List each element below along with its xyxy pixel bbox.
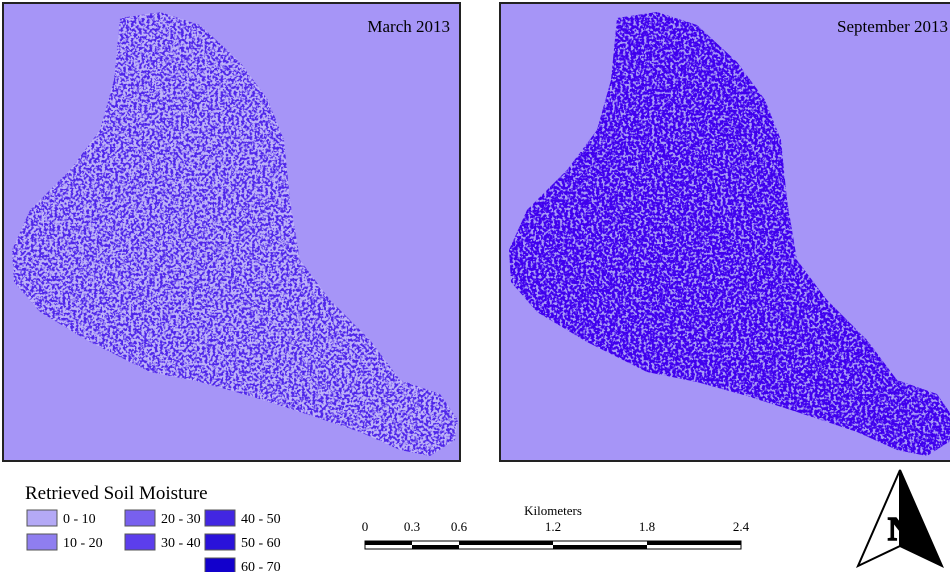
legend-swatch	[124, 533, 156, 551]
legend-swatch	[204, 509, 236, 527]
scale-unit: Kilometers	[524, 503, 582, 518]
panel-label: September 2013	[837, 17, 948, 36]
panel-september: September 2013	[499, 2, 950, 462]
legend-label: 50 - 60	[241, 536, 281, 551]
north-label: N	[888, 511, 913, 548]
legend-label: 0 - 10	[63, 512, 96, 527]
legend-swatch	[204, 533, 236, 551]
north-arrow: N	[856, 469, 944, 569]
legend-label: 20 - 30	[161, 512, 201, 527]
legend-swatch	[204, 557, 236, 572]
legend-label: 60 - 70	[241, 560, 281, 572]
legend-swatch	[26, 509, 58, 527]
scale-label: 0	[362, 519, 369, 534]
panel-label: March 2013	[367, 17, 450, 36]
legend-title: Retrieved Soil Moisture	[25, 483, 208, 504]
scale-segment	[647, 541, 741, 545]
legend-label: 40 - 50	[241, 512, 281, 527]
scale-label: 0.6	[451, 519, 468, 534]
panel-march: March 2013	[2, 2, 461, 462]
legend-swatch	[124, 509, 156, 527]
legend-label: 30 - 40	[161, 536, 201, 551]
legend: Retrieved Soil Moisture 0 - 10 10 - 20 20 …	[25, 483, 281, 572]
scale-segment	[365, 541, 412, 545]
scale-label: 2.4	[733, 519, 750, 534]
scale-label: 1.2	[545, 519, 561, 534]
scale-label: 1.8	[639, 519, 655, 534]
legend-swatch	[26, 533, 58, 551]
arrow-right	[899, 469, 944, 569]
scale-segment	[553, 545, 647, 549]
scale-segment	[459, 541, 553, 545]
scale-segment	[412, 545, 459, 549]
legend-label: 10 - 20	[63, 536, 103, 551]
scale-bar: Kilometers 0 0.3 0.6 1.2 1.8 2.4	[362, 503, 750, 550]
scale-label: 0.3	[404, 519, 420, 534]
